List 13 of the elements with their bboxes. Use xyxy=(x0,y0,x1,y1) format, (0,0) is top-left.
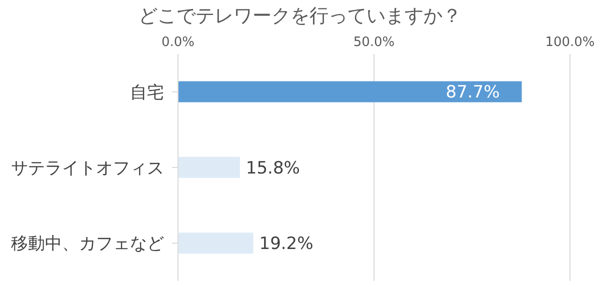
x-tick-label: 100.0% xyxy=(545,35,595,50)
data-label: 87.7% xyxy=(446,82,500,103)
x-tick-label: 0.0% xyxy=(161,35,195,50)
data-label: 15.8% xyxy=(246,158,300,178)
y-tick-label: 移動中、カフェなど xyxy=(11,234,164,254)
bar xyxy=(178,156,240,178)
data-label: 19.2% xyxy=(259,234,314,254)
y-tick-label: サテライトオフィス xyxy=(11,158,164,179)
bar xyxy=(178,232,254,254)
y-tick-label: 自宅 xyxy=(130,82,164,103)
x-tick-label: 50.0% xyxy=(353,35,395,50)
bar xyxy=(178,81,522,102)
chart-title: どこでテレワークを行っていますか？ xyxy=(138,4,462,29)
